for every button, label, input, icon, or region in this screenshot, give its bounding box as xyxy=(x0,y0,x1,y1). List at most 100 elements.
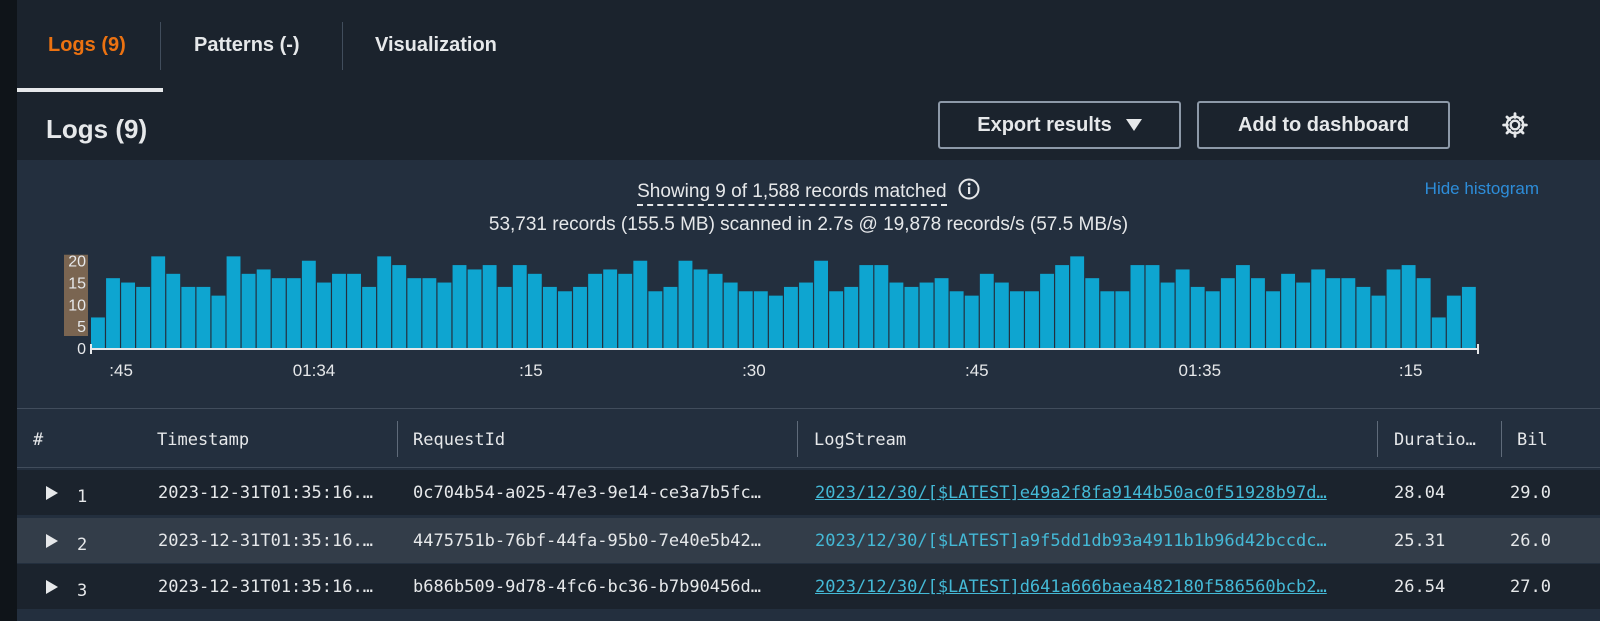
histogram-bar[interactable] xyxy=(1326,278,1341,348)
table-row[interactable]: 2 2023-12-31T01:35:16.… 4475751b-76bf-44… xyxy=(17,518,1600,563)
histogram-bar[interactable] xyxy=(844,286,859,348)
histogram-bar[interactable] xyxy=(347,273,361,348)
histogram-bar[interactable] xyxy=(1341,278,1356,348)
row-log-stream-link[interactable]: 2023/12/30/[$LATEST]d641a666baea482180f5… xyxy=(815,577,1327,597)
histogram-bar[interactable] xyxy=(889,282,904,348)
histogram-bar[interactable] xyxy=(1190,286,1205,348)
histogram-bar[interactable] xyxy=(994,282,1009,348)
histogram-bar[interactable] xyxy=(151,256,166,348)
histogram-bar[interactable] xyxy=(1175,269,1190,348)
table-row[interactable]: 3 2023-12-31T01:35:16.… b686b509-9d78-4f… xyxy=(17,564,1600,609)
histogram-bar[interactable] xyxy=(573,286,587,348)
histogram-bar[interactable] xyxy=(1070,256,1085,348)
histogram-bar[interactable] xyxy=(1100,291,1115,348)
histogram-bar[interactable] xyxy=(316,282,331,348)
histogram-bar[interactable] xyxy=(768,295,783,348)
info-icon[interactable] xyxy=(958,178,980,200)
histogram-bar[interactable] xyxy=(708,273,723,348)
histogram-bar[interactable] xyxy=(1085,278,1100,348)
histogram-bar[interactable] xyxy=(663,286,678,348)
histogram-bar[interactable] xyxy=(1220,278,1235,348)
histogram-bar[interactable] xyxy=(1386,269,1401,348)
histogram-bar[interactable] xyxy=(1401,265,1416,348)
histogram-bar[interactable] xyxy=(964,295,979,348)
histogram-bar[interactable] xyxy=(196,286,211,348)
tab-visualization[interactable]: Visualization xyxy=(375,34,497,56)
row-log-stream-link[interactable]: 2023/12/30/[$LATEST]a9f5dd1db93a4911b1b9… xyxy=(815,531,1327,551)
histogram-bar[interactable] xyxy=(106,278,120,348)
column-header-logstream[interactable]: LogStream xyxy=(814,430,907,450)
histogram-bar[interactable] xyxy=(1115,291,1130,348)
histogram-bar[interactable] xyxy=(542,286,557,348)
histogram-bar[interactable] xyxy=(693,269,708,348)
histogram-bar[interactable] xyxy=(648,291,663,348)
tab-patterns[interactable]: Patterns (-) xyxy=(194,34,300,56)
histogram-bar[interactable] xyxy=(1311,269,1326,348)
histogram-bar[interactable] xyxy=(166,273,181,348)
histogram-bar[interactable] xyxy=(1281,273,1296,348)
histogram-bar[interactable] xyxy=(558,291,572,348)
histogram-bar[interactable] xyxy=(678,260,693,348)
histogram-bar[interactable] xyxy=(1160,282,1175,348)
histogram-bar[interactable] xyxy=(1296,282,1311,348)
histogram-bar[interactable] xyxy=(512,265,527,348)
hide-histogram-link[interactable]: Hide histogram xyxy=(1424,179,1539,198)
histogram-bar[interactable] xyxy=(332,273,346,348)
histogram-bar[interactable] xyxy=(301,260,316,348)
histogram-bar[interactable] xyxy=(1025,291,1039,348)
histogram-bar[interactable] xyxy=(482,265,497,348)
histogram-bar[interactable] xyxy=(1055,265,1070,348)
records-matched-text[interactable]: Showing 9 of 1,588 records matched xyxy=(637,181,947,206)
column-header-duration[interactable]: Duratio… xyxy=(1394,430,1476,450)
histogram-bar[interactable] xyxy=(859,265,874,348)
histogram-bar[interactable] xyxy=(934,278,949,348)
histogram-bar[interactable] xyxy=(1416,278,1431,348)
histogram-bar[interactable] xyxy=(527,273,542,348)
export-results-button[interactable]: Export results xyxy=(938,101,1181,149)
histogram-bar[interactable] xyxy=(407,278,422,348)
table-row[interactable]: 1 2023-12-31T01:35:16.… 0c704b54-a025-47… xyxy=(17,470,1600,515)
histogram-bar[interactable] xyxy=(1205,291,1220,348)
histogram-bar[interactable] xyxy=(437,282,452,348)
histogram-bar[interactable] xyxy=(904,286,919,348)
column-header-timestamp[interactable]: Timestamp xyxy=(157,430,250,450)
histogram-bar[interactable] xyxy=(377,256,392,348)
histogram-bar[interactable] xyxy=(422,278,437,348)
histogram-bar[interactable] xyxy=(181,286,196,348)
expand-row-icon[interactable] xyxy=(46,534,58,548)
histogram-bar[interactable] xyxy=(753,291,768,348)
histogram-bar[interactable] xyxy=(618,273,633,348)
histogram-bar[interactable] xyxy=(1431,317,1446,348)
histogram-bar[interactable] xyxy=(723,282,738,348)
column-resizer[interactable] xyxy=(1377,421,1378,457)
histogram-bar[interactable] xyxy=(1040,273,1054,348)
column-resizer[interactable] xyxy=(797,421,798,457)
histogram-bar[interactable] xyxy=(91,317,105,348)
histogram-bar[interactable] xyxy=(271,278,286,348)
column-header-billed[interactable]: Bil xyxy=(1517,430,1548,450)
histogram-bar[interactable] xyxy=(829,291,844,348)
histogram-bar[interactable] xyxy=(738,291,753,348)
histogram-bar[interactable] xyxy=(1235,265,1250,348)
histogram-bar[interactable] xyxy=(1251,278,1265,348)
histogram-bar[interactable] xyxy=(814,260,828,348)
histogram-bar[interactable] xyxy=(211,295,226,348)
histogram-bar[interactable] xyxy=(1266,291,1280,348)
histogram-bar[interactable] xyxy=(256,269,271,348)
histogram-bar[interactable] xyxy=(874,265,889,348)
histogram-bar[interactable] xyxy=(1356,286,1371,348)
histogram-bar[interactable] xyxy=(1145,265,1160,348)
column-header-requestid[interactable]: RequestId xyxy=(413,430,506,450)
expand-row-icon[interactable] xyxy=(46,580,58,594)
histogram-bar[interactable] xyxy=(452,265,467,348)
histogram-bar[interactable] xyxy=(1446,295,1461,348)
histogram-bar[interactable] xyxy=(949,291,964,348)
histogram-bar[interactable] xyxy=(497,286,512,348)
histogram-bar[interactable] xyxy=(392,265,407,348)
histogram-bar[interactable] xyxy=(226,256,241,348)
column-resizer[interactable] xyxy=(1501,421,1502,457)
row-log-stream-link[interactable]: 2023/12/30/[$LATEST]e49a2f8fa9144b50ac0f… xyxy=(815,483,1327,503)
histogram-bar[interactable] xyxy=(799,282,813,348)
histogram-bar[interactable] xyxy=(979,273,994,348)
histogram-bar[interactable] xyxy=(588,273,603,348)
